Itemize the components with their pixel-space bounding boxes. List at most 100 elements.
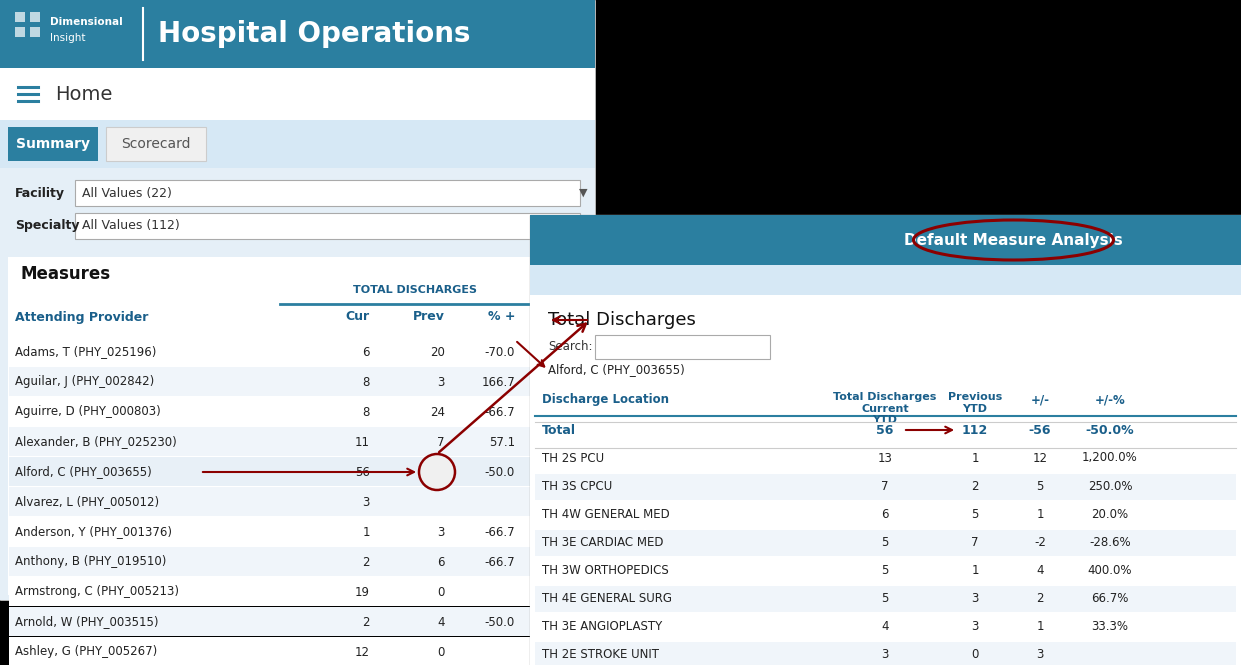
FancyBboxPatch shape [7,127,98,161]
Text: Discharge Location: Discharge Location [542,394,669,406]
Text: Scorecard: Scorecard [122,137,191,151]
Text: TH 2S PCU: TH 2S PCU [542,452,604,464]
Text: 3: 3 [972,591,979,604]
Text: 5: 5 [881,591,889,604]
Text: 11: 11 [355,436,370,448]
Text: 56: 56 [876,424,894,436]
Text: Specialty: Specialty [15,219,79,233]
Text: 1: 1 [1036,507,1044,521]
FancyBboxPatch shape [535,614,1236,640]
Text: Prev: Prev [413,311,446,323]
Text: 1: 1 [972,563,979,577]
Text: Aguilar, J (PHY_002842): Aguilar, J (PHY_002842) [15,376,154,388]
Text: TH 3E CARDIAC MED: TH 3E CARDIAC MED [542,535,664,549]
FancyBboxPatch shape [15,27,25,37]
Text: Cur: Cur [346,311,370,323]
Text: 1,200.0%: 1,200.0% [1082,452,1138,464]
FancyBboxPatch shape [532,218,1241,665]
Text: Anderson, Y (PHY_001376): Anderson, Y (PHY_001376) [15,525,172,539]
Text: Search:: Search: [549,340,592,354]
Text: -50.0: -50.0 [485,616,515,628]
Text: 1: 1 [362,525,370,539]
Text: Aguirre, D (PHY_000803): Aguirre, D (PHY_000803) [15,406,161,418]
Text: 19: 19 [355,585,370,598]
Text: TOTAL DISCHARGES: TOTAL DISCHARGES [352,285,477,295]
Text: 12: 12 [1033,452,1047,464]
Text: Alford, C (PHY_003655): Alford, C (PHY_003655) [549,364,685,376]
FancyBboxPatch shape [9,517,586,546]
Circle shape [419,454,455,490]
Text: ▼: ▼ [578,221,587,231]
FancyBboxPatch shape [9,487,586,516]
Text: 2: 2 [362,555,370,569]
Text: 7: 7 [972,535,979,549]
FancyBboxPatch shape [0,120,594,168]
FancyBboxPatch shape [74,213,580,239]
FancyBboxPatch shape [9,367,586,396]
Text: 166.7: 166.7 [482,376,515,388]
Text: Insight: Insight [50,33,86,43]
FancyBboxPatch shape [535,642,1236,665]
Text: TH 2E STROKE UNIT: TH 2E STROKE UNIT [542,648,659,660]
Text: 0: 0 [438,585,446,598]
FancyBboxPatch shape [30,12,40,22]
FancyBboxPatch shape [0,252,594,600]
Text: All Values (112): All Values (112) [82,219,180,233]
Text: Alexander, B (PHY_025230): Alexander, B (PHY_025230) [15,436,176,448]
Text: TH 4W GENERAL MED: TH 4W GENERAL MED [542,507,670,521]
Text: Hospital Operations: Hospital Operations [158,20,470,48]
Text: 6: 6 [438,555,446,569]
Text: Summary: Summary [16,137,91,151]
Text: 33.3%: 33.3% [1092,620,1128,632]
Text: 20: 20 [431,346,446,358]
Text: 4: 4 [1036,563,1044,577]
Text: Home: Home [55,84,113,104]
FancyBboxPatch shape [9,457,586,486]
FancyBboxPatch shape [9,337,586,366]
Text: ▼: ▼ [578,188,587,198]
FancyBboxPatch shape [535,502,1236,528]
Text: 3: 3 [972,620,979,632]
FancyBboxPatch shape [530,295,1241,665]
Text: 5: 5 [972,507,979,521]
Text: 3: 3 [1036,648,1044,660]
FancyBboxPatch shape [9,637,586,665]
Text: Total Discharges: Total Discharges [549,311,696,329]
FancyBboxPatch shape [9,607,586,636]
Text: 56: 56 [355,465,370,479]
Text: % +: % + [488,311,515,323]
Text: -66.7: -66.7 [484,525,515,539]
Text: 112: 112 [422,465,446,479]
Text: 12: 12 [355,646,370,658]
Text: 13: 13 [877,452,892,464]
Text: 57.1: 57.1 [489,436,515,448]
Text: 2: 2 [362,616,370,628]
Text: 66.7%: 66.7% [1091,591,1128,604]
FancyBboxPatch shape [530,215,1241,265]
FancyBboxPatch shape [30,27,40,37]
FancyBboxPatch shape [0,68,594,120]
Text: 5: 5 [1036,479,1044,493]
Text: 20.0%: 20.0% [1091,507,1128,521]
Text: 0: 0 [972,648,979,660]
Text: Ashley, G (PHY_005267): Ashley, G (PHY_005267) [15,646,158,658]
FancyBboxPatch shape [9,577,586,606]
Text: 2: 2 [972,479,979,493]
FancyBboxPatch shape [535,474,1236,500]
Text: Armstrong, C (PHY_005213): Armstrong, C (PHY_005213) [15,585,179,598]
FancyBboxPatch shape [0,0,594,68]
Text: Alford, C (PHY_003655): Alford, C (PHY_003655) [15,465,151,479]
Text: -66.7: -66.7 [484,555,515,569]
Text: 8: 8 [362,376,370,388]
Text: Alvarez, L (PHY_005012): Alvarez, L (PHY_005012) [15,495,159,509]
FancyBboxPatch shape [535,446,1236,472]
FancyBboxPatch shape [530,265,1241,295]
Text: -28.6%: -28.6% [1090,535,1131,549]
Text: TH 3E ANGIOPLASTY: TH 3E ANGIOPLASTY [542,620,663,632]
Text: Arnold, W (PHY_003515): Arnold, W (PHY_003515) [15,616,159,628]
Text: 4: 4 [438,616,446,628]
Text: 6: 6 [362,346,370,358]
Text: Attending Provider: Attending Provider [15,311,149,323]
Text: 2: 2 [1036,591,1044,604]
FancyBboxPatch shape [74,180,580,206]
